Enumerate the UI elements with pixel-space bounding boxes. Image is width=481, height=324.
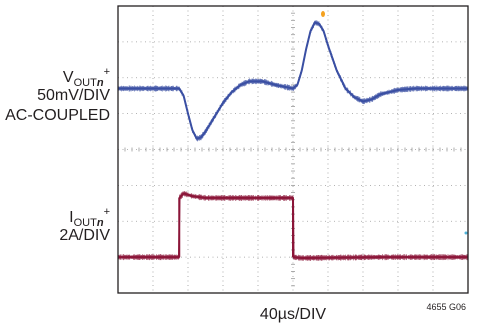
scope-traces [117,11,469,261]
figure-id-label: 4655 G06 [426,302,466,312]
trace-vout [117,21,469,140]
vout-label-main: V [63,69,74,86]
vout-label-sub: OUT [74,77,98,89]
iout-label-main: I [69,209,73,226]
iout-label-sub-italic: n [97,217,104,229]
iout-label: IOUTn+ [69,206,110,229]
trace-iout [117,192,469,260]
iout-scale-label: 2A/DIV [59,227,110,244]
iout-label-sub: OUT [74,217,98,229]
level-marker [464,231,468,235]
vout-label-sub-italic: n [97,77,104,89]
scope-grid [117,5,469,294]
iout-label-sup: + [104,206,110,218]
vout-label-sup: + [104,66,110,78]
trigger-marker [321,11,325,17]
scope-frame [117,5,469,294]
vout-label: VOUTn+ [63,66,110,89]
vout-coupling-label: AC-COUPLED [5,107,110,124]
vout-scale-label: 50mV/DIV [37,87,110,104]
time-scale-label: 40µs/DIV [260,306,326,323]
